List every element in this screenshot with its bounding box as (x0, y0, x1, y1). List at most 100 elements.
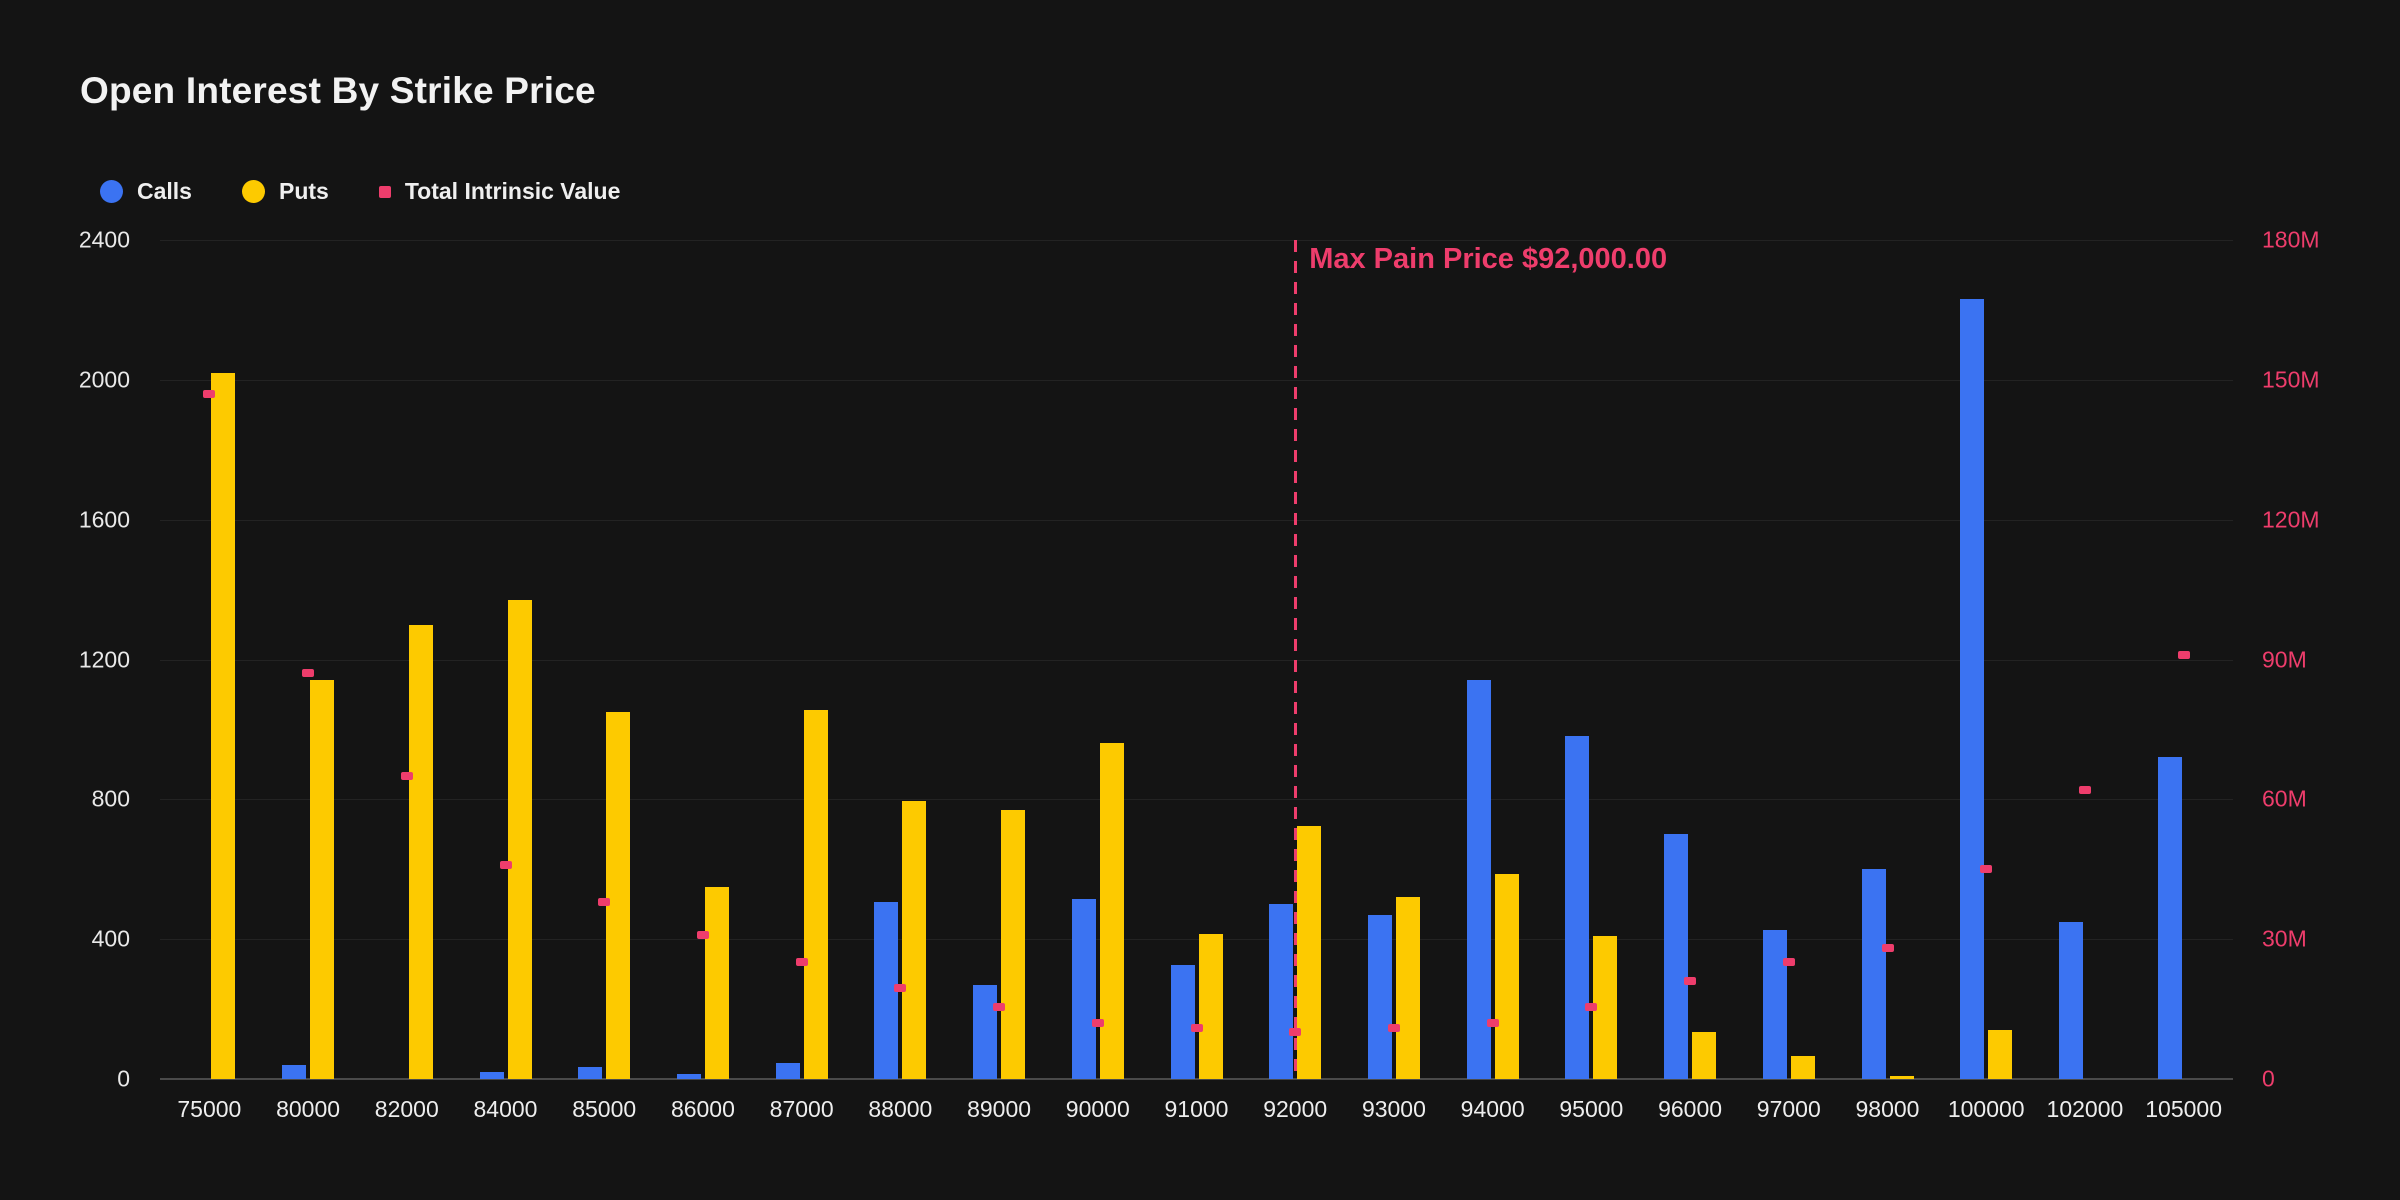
legend-item-total-intrinsic-value[interactable]: Total Intrinsic Value (378, 178, 621, 205)
right-axis-tick: 120M (2262, 506, 2320, 533)
calls-bar[interactable] (1269, 904, 1294, 1079)
x-axis-label: 97000 (1756, 1096, 1821, 1122)
calls-bar[interactable] (282, 1065, 307, 1079)
x-axis-label: 82000 (374, 1096, 439, 1122)
right-axis-tick: 90M (2262, 646, 2307, 672)
x-axis-label: 90000 (1065, 1096, 1130, 1122)
puts-bar[interactable] (1494, 874, 1519, 1079)
x-axis-label: 92000 (1263, 1096, 1328, 1122)
calls-bar[interactable] (1565, 736, 1590, 1079)
intrinsic-value-swatch-icon (378, 185, 391, 198)
total-intrinsic-value-marker[interactable] (1782, 958, 1795, 967)
right-axis-tick: 60M (2262, 785, 2307, 812)
calls-bar[interactable] (479, 1072, 504, 1079)
legend-item-calls[interactable]: Calls (100, 178, 192, 205)
puts-bar[interactable] (606, 711, 631, 1079)
puts-bar[interactable] (1692, 1031, 1717, 1079)
right-axis-tick: 180M (2262, 226, 2320, 253)
calls-bar[interactable] (2157, 757, 2182, 1079)
puts-bar[interactable] (1889, 1075, 1914, 1079)
puts-bar[interactable] (507, 600, 532, 1079)
puts-bar[interactable] (310, 680, 335, 1079)
total-intrinsic-value-marker[interactable] (1980, 865, 1993, 874)
total-intrinsic-value-marker[interactable] (1486, 1019, 1499, 1028)
calls-bar[interactable] (1960, 299, 1985, 1079)
puts-bar[interactable] (211, 372, 236, 1079)
x-axis-label: 91000 (1164, 1096, 1229, 1122)
puts-bar[interactable] (1790, 1056, 1815, 1079)
x-axis-label: 96000 (1658, 1096, 1723, 1122)
total-intrinsic-value-marker[interactable] (1585, 1002, 1598, 1011)
calls-bar[interactable] (1071, 898, 1096, 1079)
total-intrinsic-value-marker[interactable] (2078, 786, 2091, 794)
total-intrinsic-value-marker[interactable] (598, 897, 611, 906)
left-axis-tick: 2400 (78, 226, 130, 253)
calls-bar[interactable] (1367, 914, 1392, 1079)
left-axis-tick: 400 (91, 925, 130, 952)
puts-bar[interactable] (1198, 933, 1223, 1079)
puts-bar[interactable] (704, 886, 729, 1079)
total-intrinsic-value-marker[interactable] (400, 772, 413, 781)
x-axis-label: 105000 (2145, 1096, 2223, 1122)
total-intrinsic-value-marker[interactable] (696, 930, 709, 939)
total-intrinsic-value-marker[interactable] (1881, 944, 1894, 953)
gridline (160, 799, 2233, 801)
puts-bar[interactable] (1099, 743, 1124, 1079)
right-axis-tick: 30M (2262, 925, 2307, 952)
x-axis-label: 86000 (670, 1096, 735, 1122)
left-axis-tick: 2000 (78, 366, 130, 393)
puts-bar[interactable] (1297, 825, 1322, 1079)
x-axis-label: 95000 (1559, 1096, 1624, 1122)
x-axis-label: 87000 (769, 1096, 834, 1122)
left-axis-tick: 800 (91, 785, 130, 812)
x-axis-label: 85000 (572, 1096, 637, 1122)
puts-bar[interactable] (1988, 1030, 2013, 1079)
puts-bar[interactable] (1593, 935, 1618, 1079)
calls-bar[interactable] (1762, 930, 1787, 1079)
total-intrinsic-value-marker[interactable] (203, 389, 216, 398)
x-axis-label: 98000 (1855, 1096, 1920, 1122)
calls-bar[interactable] (1664, 834, 1689, 1079)
calls-bar[interactable] (1170, 965, 1195, 1079)
total-intrinsic-value-marker[interactable] (1387, 1023, 1400, 1032)
total-intrinsic-value-marker[interactable] (894, 984, 907, 993)
puts-bar[interactable] (902, 801, 927, 1079)
total-intrinsic-value-marker[interactable] (499, 860, 512, 869)
calls-bar[interactable] (578, 1066, 603, 1079)
total-intrinsic-value-marker[interactable] (1289, 1028, 1302, 1037)
puts-bar[interactable] (1395, 897, 1420, 1079)
gridline (160, 519, 2233, 521)
gridline (160, 939, 2233, 941)
calls-bar[interactable] (775, 1063, 800, 1079)
right-axis-tick: 150M (2262, 366, 2320, 393)
total-intrinsic-value-marker[interactable] (2177, 650, 2190, 659)
x-axis-label: 84000 (473, 1096, 538, 1122)
legend: Calls Puts Total Intrinsic Value (100, 178, 620, 205)
puts-bar[interactable] (803, 710, 828, 1079)
max-pain-label: Max Pain Price $92,000.00 (1309, 243, 1668, 275)
total-intrinsic-value-marker[interactable] (993, 1002, 1006, 1011)
total-intrinsic-value-marker[interactable] (1684, 977, 1697, 986)
calls-bar[interactable] (973, 984, 998, 1079)
puts-bar[interactable] (1001, 809, 1026, 1079)
gridline (160, 379, 2233, 381)
calls-bar[interactable] (2058, 921, 2083, 1079)
x-axis-label: 102000 (2046, 1096, 2124, 1122)
legend-label-calls: Calls (137, 178, 192, 204)
max-pain-line (1294, 240, 1298, 1079)
gridline (160, 240, 2233, 241)
left-axis-tick: 0 (117, 1065, 130, 1092)
legend-label-total-intrinsic-value: Total Intrinsic Value (404, 178, 621, 204)
total-intrinsic-value-marker[interactable] (302, 669, 315, 678)
x-axis-label: 80000 (276, 1096, 341, 1122)
x-axis-label: 100000 (1947, 1096, 2025, 1122)
total-intrinsic-value-marker[interactable] (1190, 1023, 1203, 1032)
calls-bar[interactable] (1861, 869, 1886, 1079)
calls-bar[interactable] (676, 1073, 701, 1079)
puts-bar[interactable] (408, 624, 433, 1079)
total-intrinsic-value-marker[interactable] (795, 958, 808, 967)
legend-label-puts: Puts (278, 178, 329, 204)
calls-bar[interactable] (1466, 680, 1491, 1079)
total-intrinsic-value-marker[interactable] (1091, 1019, 1104, 1028)
legend-item-puts[interactable]: Puts (241, 178, 329, 205)
